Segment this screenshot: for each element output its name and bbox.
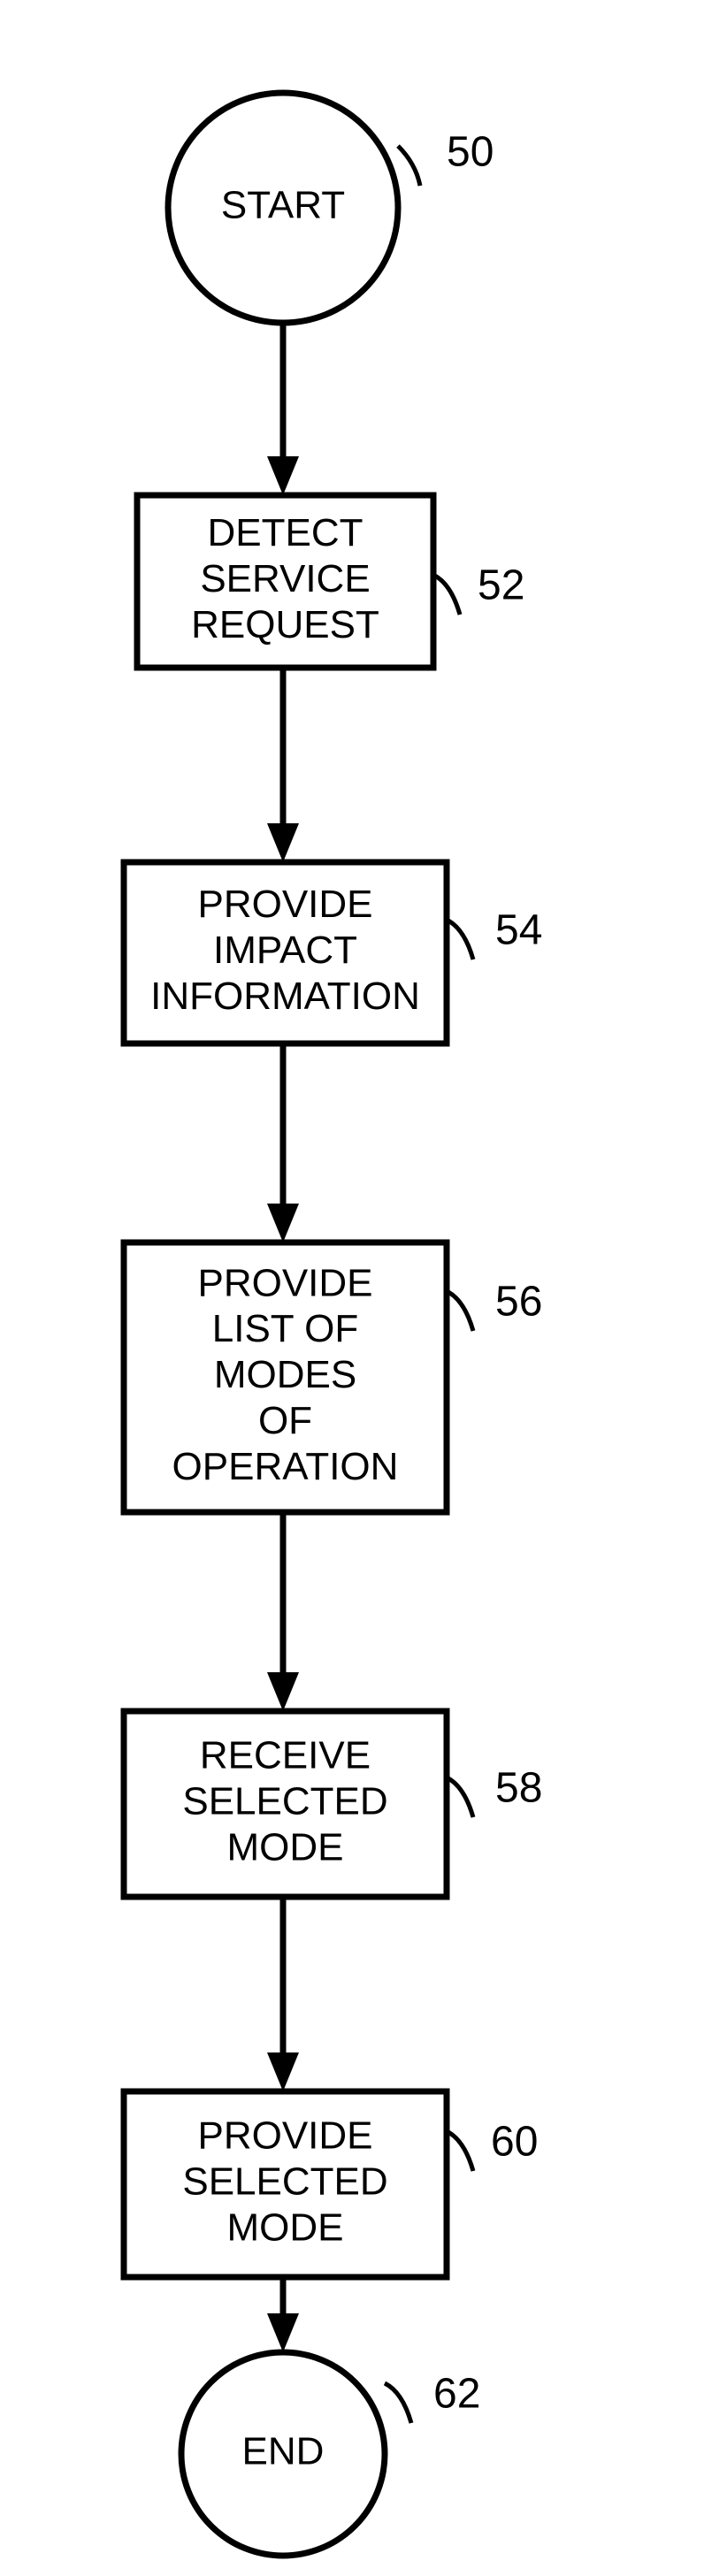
node-label: MODES bbox=[214, 1353, 356, 1396]
node-label: INFORMATION bbox=[150, 975, 420, 1018]
node-n52: DETECTSERVICEREQUEST 52 bbox=[137, 495, 524, 668]
reference-tick bbox=[447, 2131, 473, 2171]
node-label: END bbox=[242, 2430, 325, 2473]
node-n50: START 50 bbox=[168, 93, 494, 323]
reference-number: 50 bbox=[447, 129, 494, 176]
node-label: PROVIDE bbox=[197, 2114, 372, 2158]
node-n62: END 62 bbox=[181, 2352, 480, 2556]
reference-number: 52 bbox=[478, 562, 524, 609]
reference-tick bbox=[385, 2383, 411, 2423]
edge bbox=[267, 668, 299, 862]
node-n60: PROVIDESELECTEDMODE 60 bbox=[124, 2091, 538, 2277]
reference-tick bbox=[447, 1777, 473, 1817]
reference-number: 58 bbox=[495, 1765, 542, 1812]
nodes-layer: START50DETECTSERVICEREQUEST52PROVIDEIMPA… bbox=[124, 93, 542, 2556]
node-label: START bbox=[221, 184, 345, 227]
reference-number: 60 bbox=[491, 2119, 538, 2166]
reference-tick bbox=[447, 1291, 473, 1331]
node-label: IMPACT bbox=[213, 929, 357, 972]
edge bbox=[267, 323, 299, 495]
node-n56: PROVIDELIST OFMODESOFOPERATION 56 bbox=[124, 1242, 542, 1512]
node-label: MODE bbox=[227, 1826, 344, 1869]
edge bbox=[267, 1512, 299, 1711]
node-label: OF bbox=[258, 1399, 312, 1442]
node-n58: RECEIVESELECTEDMODE 58 bbox=[124, 1711, 542, 1897]
node-label: RECEIVE bbox=[200, 1734, 371, 1777]
node-n54: PROVIDEIMPACTINFORMATION 54 bbox=[124, 862, 542, 1043]
reference-tick bbox=[433, 575, 460, 615]
edge bbox=[267, 2277, 299, 2352]
node-label: PROVIDE bbox=[197, 1261, 372, 1304]
node-label: PROVIDE bbox=[197, 883, 372, 926]
node-label: MODE bbox=[227, 2206, 344, 2250]
flowchart-canvas: START50DETECTSERVICEREQUEST52PROVIDEIMPA… bbox=[0, 0, 704, 2576]
node-label: REQUEST bbox=[191, 603, 379, 646]
node-label: DETECT bbox=[208, 511, 363, 554]
node-label: SELECTED bbox=[182, 2160, 387, 2204]
edge bbox=[267, 1897, 299, 2091]
reference-tick bbox=[447, 920, 473, 959]
reference-tick bbox=[398, 146, 420, 186]
reference-number: 56 bbox=[495, 1279, 542, 1326]
node-label: SELECTED bbox=[182, 1780, 387, 1823]
reference-number: 62 bbox=[433, 2371, 480, 2418]
reference-number: 54 bbox=[495, 907, 542, 954]
node-label: SERVICE bbox=[200, 557, 370, 600]
node-label: LIST OF bbox=[212, 1307, 358, 1350]
node-label: OPERATION bbox=[172, 1445, 399, 1488]
edge bbox=[267, 1043, 299, 1242]
